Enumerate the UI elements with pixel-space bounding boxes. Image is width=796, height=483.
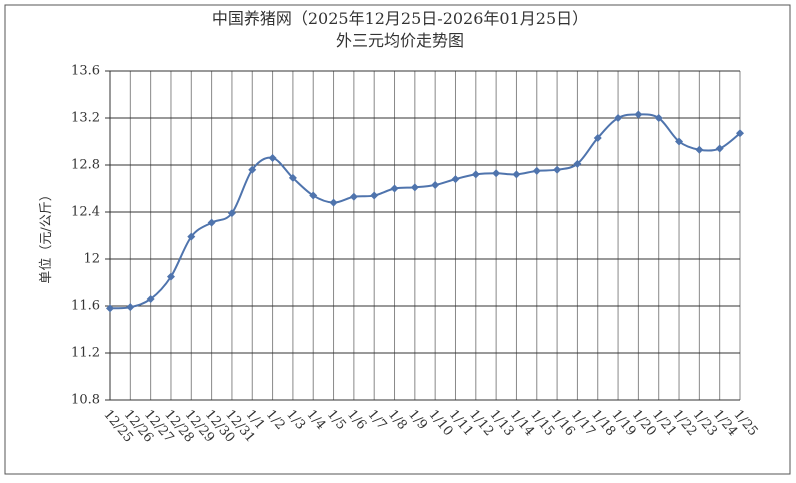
frame: [4, 4, 791, 475]
marker: [126, 303, 135, 312]
marker: [634, 110, 643, 119]
marker: [227, 209, 236, 218]
marker: [573, 159, 582, 168]
y-tick-label: 10.8: [71, 393, 100, 408]
y-tick-label: 12: [83, 252, 100, 267]
marker: [614, 114, 623, 122]
y-tick-label: 12.4: [71, 205, 100, 220]
chart-title: 中国养猪网（2025年12月25日-2026年01月25日）: [212, 9, 588, 28]
y-tick-label: 11.6: [71, 299, 100, 314]
marker: [695, 145, 704, 154]
y-tick-label: 13.2: [71, 111, 100, 126]
marker: [492, 169, 501, 178]
y-axis-label: 单位（元/公斤）: [39, 188, 54, 283]
marker: [390, 184, 399, 193]
marker: [370, 191, 379, 200]
marker: [471, 170, 480, 179]
y-tick-label: 12.8: [71, 158, 100, 173]
marker: [410, 183, 419, 192]
marker: [736, 129, 744, 138]
marker: [309, 191, 318, 200]
marker: [532, 166, 541, 175]
chart-subtitle: 外三元均价走势图: [336, 31, 464, 50]
marker: [329, 198, 338, 207]
marker: [207, 218, 216, 227]
marker: [451, 175, 460, 184]
marker: [187, 232, 196, 241]
marker: [166, 272, 175, 281]
marker: [593, 133, 602, 142]
marker: [146, 294, 155, 303]
marker: [675, 137, 684, 146]
marker: [512, 170, 521, 179]
marker: [431, 180, 440, 189]
y-tick-label: 11.2: [71, 346, 100, 361]
marker: [715, 144, 724, 153]
marker: [288, 173, 297, 182]
marker: [268, 153, 277, 162]
marker: [106, 304, 114, 313]
marker: [654, 114, 663, 122]
marker: [553, 165, 562, 174]
y-tick-label: 13.6: [71, 64, 100, 79]
marker: [248, 165, 257, 174]
marker: [349, 192, 358, 201]
